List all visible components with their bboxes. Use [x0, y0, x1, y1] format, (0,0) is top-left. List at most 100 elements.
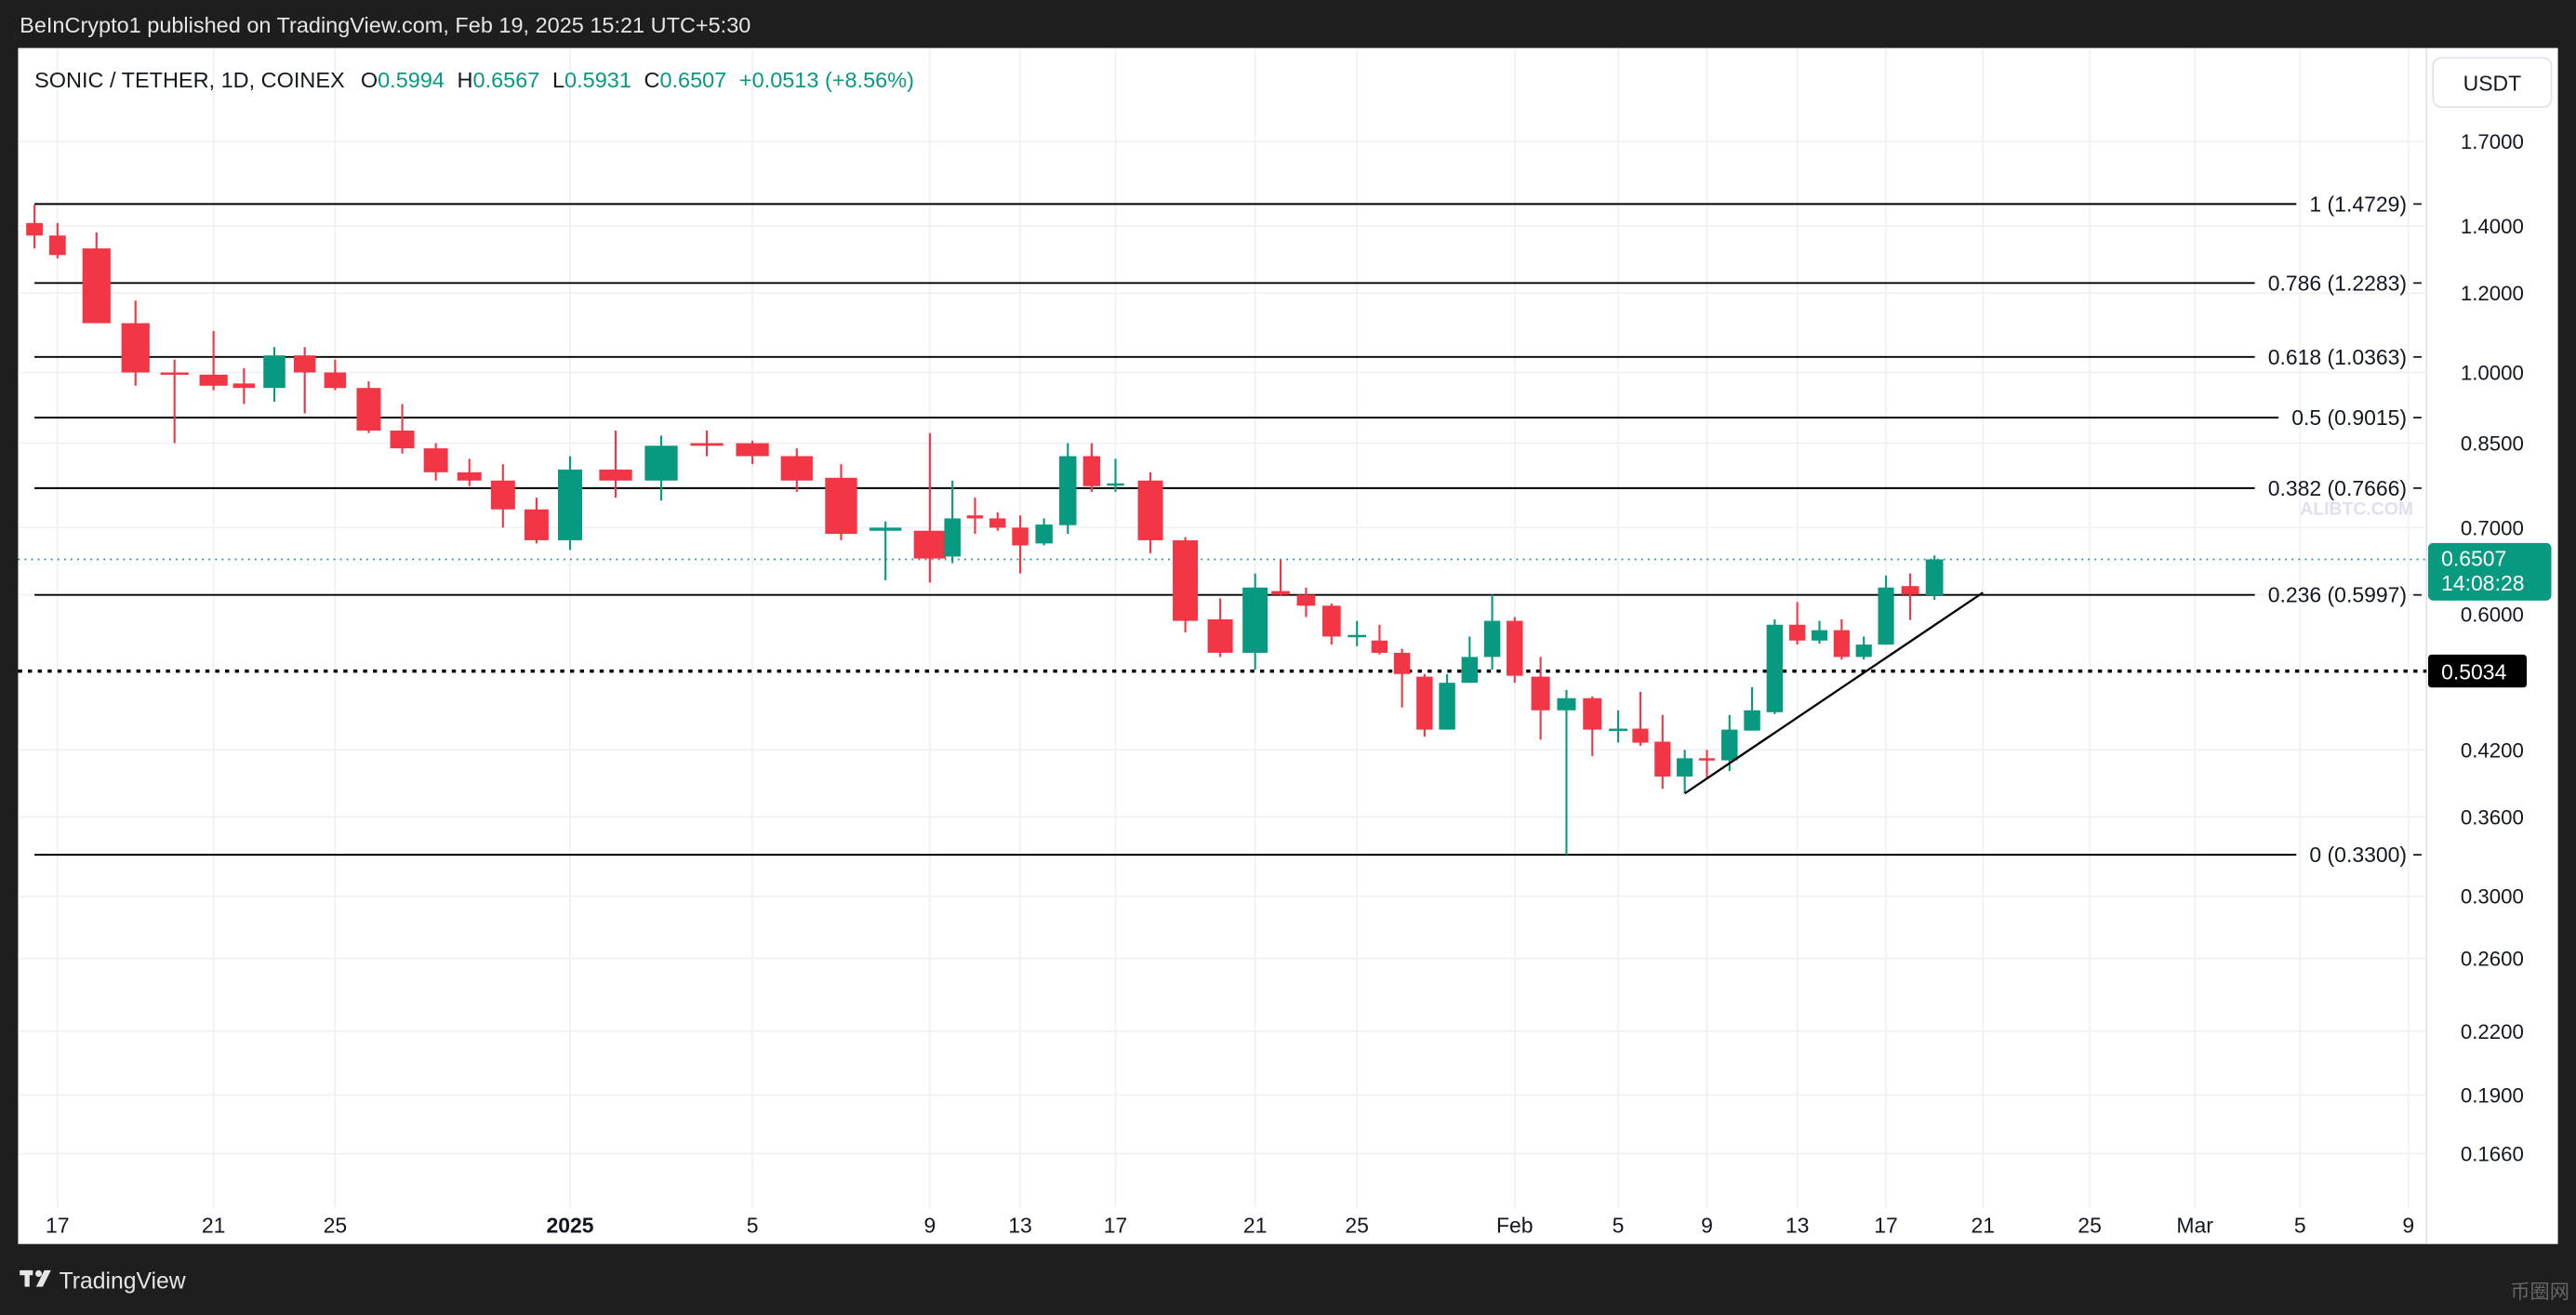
candle-down	[1632, 691, 1649, 746]
trendline[interactable]	[1683, 591, 1984, 795]
candle-up	[1766, 618, 1784, 714]
close-label: C	[644, 68, 659, 92]
candle-body	[1416, 676, 1433, 730]
tradingview-logo: TradingView	[20, 1269, 186, 1294]
candle-body	[160, 372, 189, 375]
price-tick-label: 1.0000	[2461, 361, 2524, 384]
candle-up	[1721, 714, 1738, 772]
candle-up	[1855, 636, 1872, 660]
candle-down	[490, 464, 515, 528]
time-tick-label: 25	[2078, 1213, 2102, 1237]
candle-body	[1878, 587, 1894, 645]
candle-up	[1242, 573, 1268, 671]
candle-body	[1901, 586, 1919, 595]
line-price-label: 0.5034	[2441, 659, 2506, 684]
candle-body	[1788, 624, 1806, 641]
candle-up	[1107, 458, 1124, 492]
candle-down	[423, 443, 448, 481]
candle-body	[293, 355, 316, 373]
candle-down	[26, 205, 44, 249]
time-tick-label: 17	[46, 1213, 70, 1237]
candle-down	[1531, 657, 1550, 740]
candle-down	[390, 404, 415, 454]
price-tick-label: 0.4200	[2461, 738, 2524, 762]
time-tick-label: 25	[1345, 1213, 1369, 1237]
fib-level-label: 0 (0.3300)	[2309, 843, 2407, 867]
candles	[26, 205, 1944, 856]
fib-level-label: 0.236 (0.5997)	[2268, 583, 2407, 607]
time-tick-label: Mar	[2176, 1213, 2213, 1237]
candle-body	[1855, 644, 1872, 658]
candle-up	[1925, 555, 1944, 600]
candle-body	[825, 477, 857, 535]
candle-body	[1721, 729, 1738, 761]
time-axis[interactable]: 17 21 25 2025 5 9 13 17 21 25 Feb 5 9 13 17 21 25 Mar 5 9	[46, 1213, 2414, 1237]
candle-body	[599, 469, 632, 481]
candle-up	[1439, 673, 1455, 730]
candle-body	[1035, 525, 1053, 544]
time-tick-label: 13	[1008, 1213, 1032, 1237]
candle-down	[199, 330, 228, 391]
candle-up	[644, 435, 678, 501]
candle-body	[263, 355, 285, 389]
fib-level-label: 0.786 (1.2283)	[2268, 271, 2407, 295]
candle-body	[423, 448, 448, 472]
price-tick-label: 0.6000	[2461, 604, 2524, 627]
time-tick-label: 5	[2294, 1213, 2306, 1237]
candle-body	[1632, 728, 1649, 743]
fib-level-label: 1 (1.4729)	[2309, 192, 2407, 216]
candle-down	[1507, 617, 1523, 684]
price-tick-label: 0.3000	[2461, 885, 2524, 909]
candle-down	[1654, 714, 1671, 790]
candle-down	[780, 448, 813, 492]
price-tick-label: 0.3600	[2461, 805, 2524, 829]
candle-down	[1173, 537, 1199, 633]
candle-down	[524, 498, 549, 544]
low-value: 0.5931	[564, 68, 631, 92]
chart-pane[interactable]	[18, 47, 2558, 1244]
candle-body	[1583, 697, 1602, 730]
candle-down	[1901, 573, 1919, 620]
candle-body	[644, 445, 678, 481]
candle-body	[1173, 539, 1199, 621]
price-axis[interactable]: 1.7000 1.4000 1.2000 1.0000 0.8500 0.7000 0.60…	[2461, 130, 2524, 1165]
candle-body	[870, 527, 902, 531]
time-tick-label: 13	[1786, 1213, 1810, 1237]
candle-body	[1483, 620, 1501, 658]
candle-body	[690, 443, 724, 446]
candle-body	[48, 235, 66, 256]
currency-label: USDT	[2463, 72, 2521, 96]
time-tick-label: 9	[1701, 1213, 1713, 1237]
candle-body	[1242, 587, 1268, 653]
price-tick-label: 1.2000	[2461, 282, 2524, 305]
ohlc-legend: SONIC / TETHER, 1D, COINEX O0.5994 H0.65…	[34, 68, 914, 92]
candle-down	[1296, 587, 1316, 618]
candle-up	[1677, 750, 1693, 794]
high-value: 0.6567	[473, 68, 540, 92]
candle-down	[1371, 624, 1388, 655]
candle-down	[1082, 443, 1101, 492]
candle-body	[1271, 591, 1290, 595]
currency-button[interactable]: USDT	[2432, 57, 2553, 109]
candle-down	[1393, 648, 1411, 708]
watermark: ALIBTC.COM	[2300, 498, 2413, 519]
time-tick-label: Feb	[1496, 1213, 1534, 1237]
candle-body	[82, 248, 111, 324]
candle-body	[1925, 559, 1944, 595]
candle-down	[48, 222, 66, 259]
fib-level-label: 0.618 (1.0363)	[2268, 345, 2407, 369]
time-tick-label: 21	[1971, 1213, 1995, 1237]
candle-body	[524, 509, 549, 540]
candle-body	[1059, 456, 1077, 525]
watermark: 币圈网	[2510, 1282, 2569, 1303]
candle-body	[966, 515, 984, 519]
candle-down	[457, 458, 482, 486]
candle-down	[966, 498, 984, 535]
candle-body	[1677, 758, 1693, 777]
symbol-title: SONIC / TETHER, 1D, COINEX	[34, 68, 345, 92]
candle-body	[390, 430, 415, 449]
candle-down	[1583, 696, 1602, 757]
candle-body	[121, 323, 150, 373]
candle-body	[1698, 758, 1716, 761]
fib-retracement[interactable]: 1 (1.4729) 0.786 (1.2283) 0.618 (1.0363) 0.…	[34, 192, 2422, 867]
